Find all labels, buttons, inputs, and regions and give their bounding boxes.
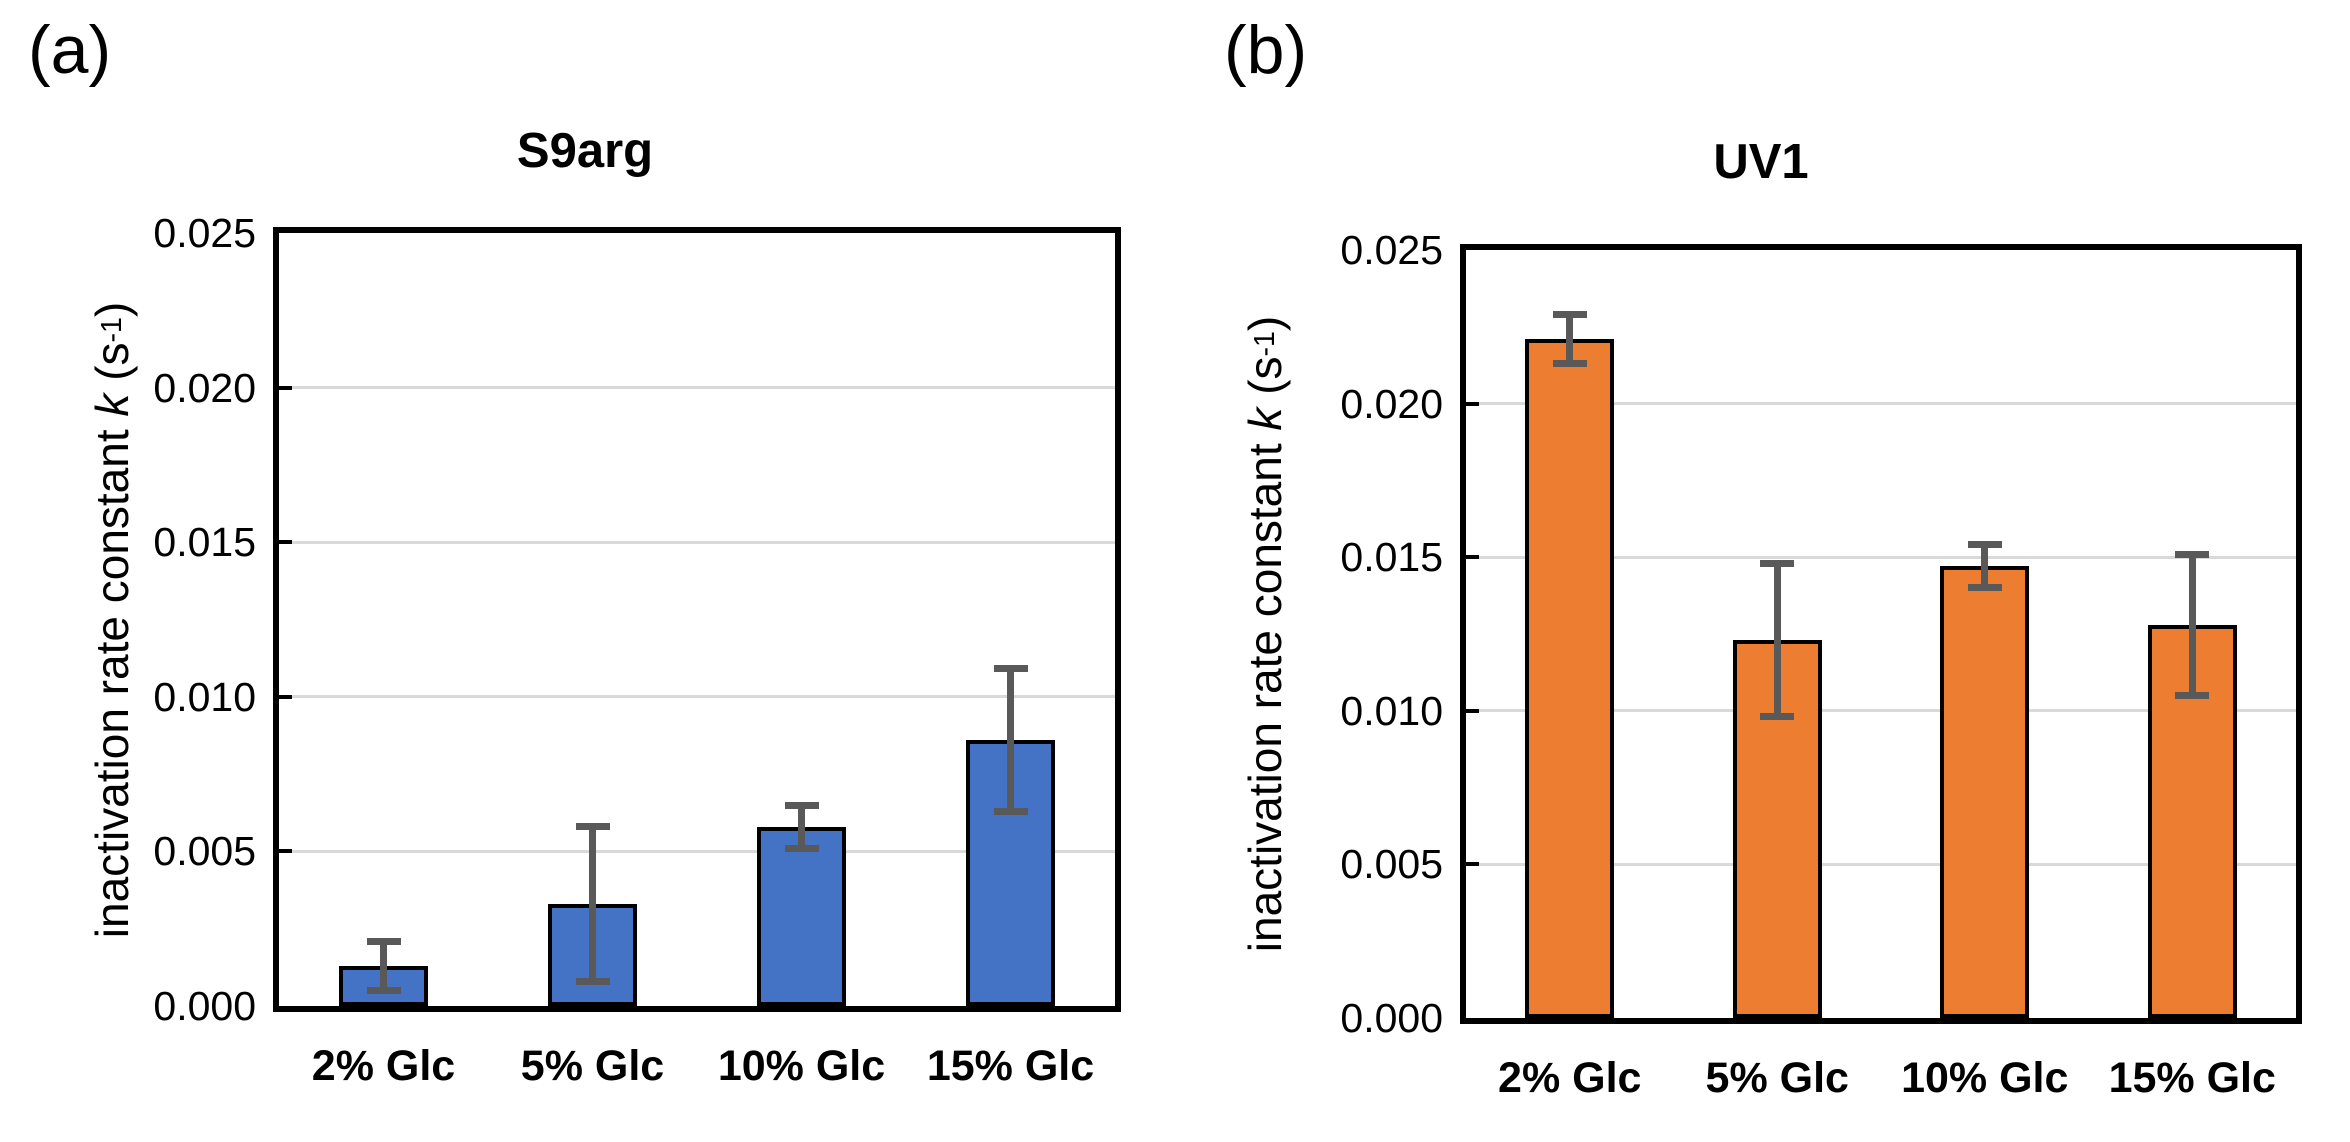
y-tick-label: 0.015 [153, 519, 256, 566]
y-tick-label: 0.005 [1340, 841, 1443, 888]
y-tick-label: 0.025 [1340, 227, 1443, 273]
error-bar-cap [366, 937, 401, 945]
error-bar-line [589, 826, 596, 982]
y-axis-tick-mark [1466, 708, 1479, 713]
error-bar-cap [1967, 541, 2002, 549]
error-bar-line [1981, 544, 1989, 588]
y-tick-label: 0.010 [153, 673, 256, 720]
error-bar-line [1007, 668, 1014, 812]
bar-10-glc [757, 827, 846, 1006]
error-bar-cap [1552, 311, 1587, 318]
y-axis-title-a: inactivation rate constant k (s -1) [86, 301, 138, 939]
y-tick-label: 0.000 [153, 983, 256, 1029]
error-bar-cap [784, 801, 819, 809]
error-bar-line [1566, 314, 1574, 364]
error-bar-cap [993, 665, 1028, 673]
gridline [1466, 555, 2296, 559]
x-category-label: 2% Glc [311, 1042, 456, 1090]
gridline [1466, 402, 2296, 406]
y-axis-tick-mark [279, 540, 292, 545]
error-bar-cap [1760, 559, 1795, 567]
error-bar-cap [575, 977, 610, 985]
x-category-label: 5% Glc [1705, 1054, 1849, 1102]
y-axis-tick-mark [1466, 555, 1479, 560]
gridline [279, 540, 1115, 544]
y-tick-label: 0.000 [1340, 995, 1443, 1041]
x-category-label: 10% Glc [717, 1042, 886, 1090]
error-bar-line [1773, 563, 1781, 717]
y-tick-label: 0.020 [1340, 380, 1443, 427]
error-bar-cap [366, 987, 401, 995]
y-axis-title-b: inactivation rate constant k (s -1) [1239, 315, 1291, 953]
y-axis-tick-mark [279, 849, 292, 854]
error-bar-line [380, 941, 387, 991]
plot-area-a [273, 227, 1121, 1012]
y-tick-label: 0.025 [153, 210, 256, 256]
error-bar-cap [1552, 360, 1587, 368]
y-axis-tick-mark [279, 385, 292, 390]
x-category-label: 10% Glc [1901, 1054, 2069, 1102]
error-bar-cap [575, 823, 610, 831]
x-category-label: 15% Glc [2108, 1054, 2276, 1102]
error-bar-cap [1967, 584, 2002, 592]
plot-area-b [1460, 244, 2302, 1024]
chart-title-a: S9arg [516, 124, 654, 178]
panel-letter-a: (a) [28, 12, 112, 88]
error-bar-cap [1760, 713, 1795, 721]
gridline [279, 386, 1115, 390]
error-bar-cap [2175, 691, 2210, 699]
gridline [1466, 709, 2296, 713]
gridline [279, 849, 1115, 853]
bar-10-glc [1940, 566, 2030, 1018]
gridline [279, 695, 1115, 699]
y-axis-unit-close: ) [1239, 315, 1291, 332]
y-axis-unit-close: ) [86, 301, 138, 318]
x-category-label: 15% Glc [926, 1042, 1095, 1090]
error-bar-cap [784, 844, 819, 852]
y-tick-label: 0.015 [1340, 534, 1443, 581]
y-axis-tick-mark [1466, 862, 1479, 867]
x-category-label: 5% Glc [520, 1042, 665, 1090]
chart-title-b: UV1 [1713, 135, 1809, 189]
error-bar-cap [993, 807, 1028, 815]
bar-2-glc [1525, 339, 1615, 1018]
y-axis-tick-mark [1466, 401, 1479, 406]
y-tick-label: 0.005 [153, 828, 256, 875]
error-bar-cap [2175, 550, 2210, 558]
y-tick-label: 0.010 [1340, 687, 1443, 734]
gridline [1466, 862, 2296, 866]
y-axis-tick-mark [279, 694, 292, 699]
y-tick-label: 0.020 [153, 364, 256, 411]
error-bar-line [798, 805, 805, 849]
error-bar-line [2188, 554, 2196, 696]
panel-letter-b: (b) [1224, 12, 1308, 88]
x-category-label: 2% Glc [1498, 1054, 1642, 1102]
